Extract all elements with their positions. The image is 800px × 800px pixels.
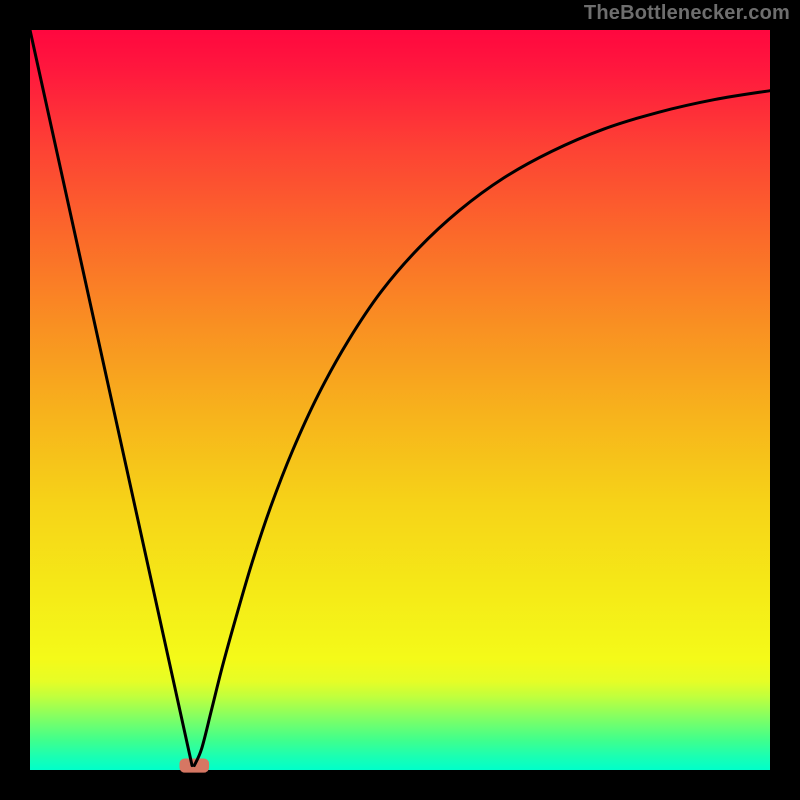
- bottleneck-chart: [0, 0, 800, 800]
- plot-background: [30, 30, 770, 770]
- chart-container: TheBottlenecker.com: [0, 0, 800, 800]
- watermark-text: TheBottlenecker.com: [584, 2, 790, 25]
